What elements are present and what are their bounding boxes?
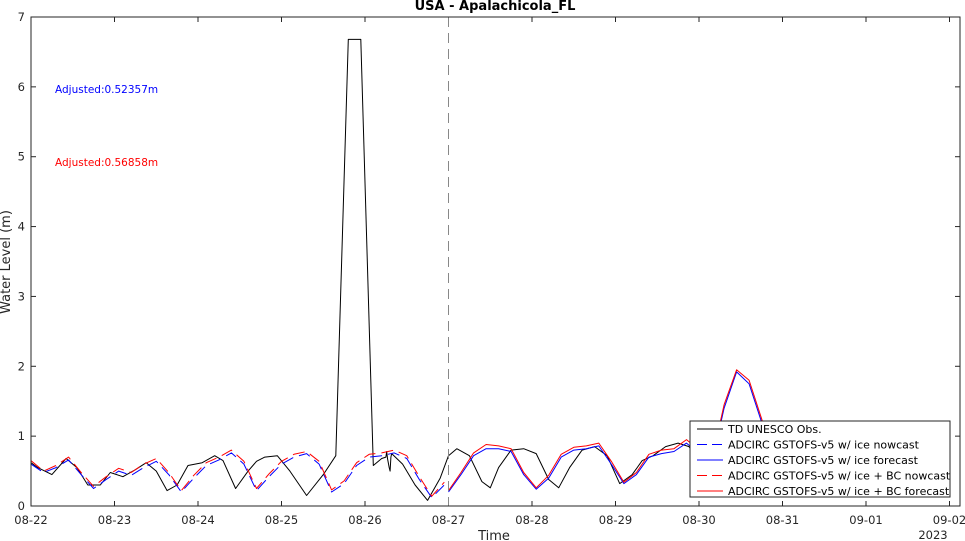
x-tick-label: 08-31 (766, 513, 799, 527)
x-tick-label: 08-27 (432, 513, 465, 527)
series-line-adcirc-gstofs-v5-w-ice-bc-nowcast (30, 449, 445, 497)
y-tick-label: 4 (18, 220, 25, 234)
y-tick-label: 2 (18, 359, 25, 373)
x-tick-label: 09-02 (933, 513, 965, 527)
x-tick-label: 08-28 (515, 513, 548, 527)
x-tick-label: 08-26 (348, 513, 381, 527)
x-tick-label: 09-01 (849, 513, 882, 527)
y-tick-label: 6 (18, 80, 25, 94)
series-layer (30, 38, 783, 501)
series-line-adcirc-gstofs-v5-w-ice-nowcast (30, 452, 445, 499)
x-axis-label: Time (477, 529, 510, 541)
y-axis-label: Water Level (m) (0, 210, 14, 314)
year-label: 2023 (918, 528, 947, 541)
y-tick-label: 0 (18, 499, 25, 513)
x-tick-label: 08-30 (682, 513, 715, 527)
chart-title: USA - Apalachicola_FL (415, 0, 576, 14)
annotation-red: Adjusted:0.56858m (55, 157, 158, 169)
series-line-adcirc-gstofs-v5-w-ice-bc-forecast (448, 369, 783, 491)
x-tick-label: 08-29 (599, 513, 632, 527)
y-tick-label: 1 (18, 429, 25, 443)
legend-box (689, 420, 951, 498)
y-tick-label: 7 (18, 10, 25, 24)
x-tick-label: 08-22 (14, 513, 47, 527)
y-tick-label: 3 (18, 289, 25, 303)
axis-ticks: 08-22 08-23 08-24 08-25 08-26 08-27 08-28 08-29… (14, 10, 965, 527)
series-line-adcirc-gstofs-v5-w-ice-forecast (448, 371, 783, 493)
legend-label: ADCIRC GSTOFS-v5 w/ ice + BC forecast (728, 485, 950, 498)
legend-label: ADCIRC GSTOFS-v5 w/ ice forecast (728, 454, 919, 467)
annotation-blue: Adjusted:0.52357m (55, 84, 158, 96)
x-tick-label: 08-25 (265, 513, 298, 527)
legend-label: TD UNESCO Obs. (727, 423, 822, 436)
x-tick-label: 08-24 (181, 513, 214, 527)
legend-label: ADCIRC GSTOFS-v5 w/ ice + BC nowcast (728, 470, 951, 483)
y-tick-label: 5 (18, 150, 25, 164)
plot-frame (30, 16, 961, 507)
x-tick-label: 08-23 (98, 513, 131, 527)
legend-label: ADCIRC GSTOFS-v5 w/ ice nowcast (728, 439, 920, 452)
legend: TD UNESCO Obs. ADCIRC GSTOFS-v5 w/ ice no… (689, 420, 951, 498)
